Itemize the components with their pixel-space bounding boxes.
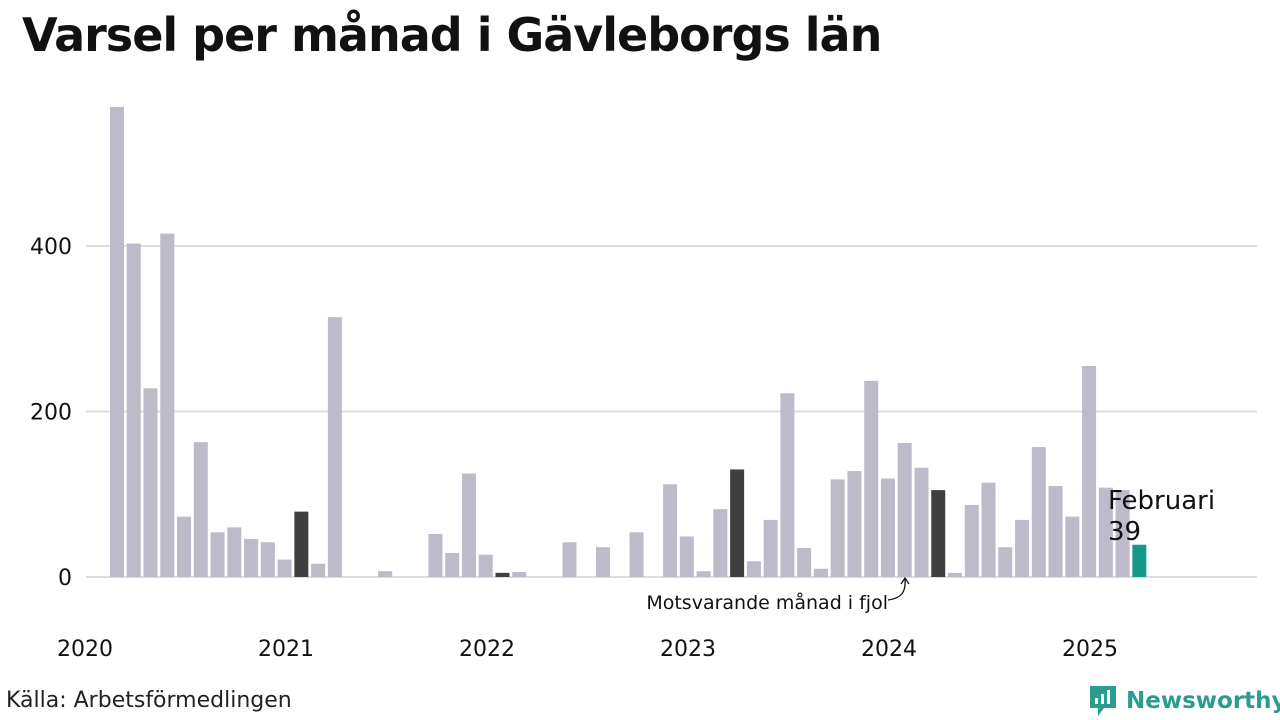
bar [193,442,208,577]
bar [746,561,761,577]
y-axis-labels: 0 200 400 [30,235,72,591]
brand-name: Newsworthy [1126,688,1280,714]
bar-comparison [495,572,510,577]
chart-title: Varsel per månad i Gävleborgs län [22,8,882,62]
bar [696,571,711,577]
x-tick-label: 2021 [258,637,314,662]
bar-comparison [294,511,309,577]
newsworthy-logo-icon [1090,686,1116,716]
bar [981,482,996,577]
bar [713,509,728,577]
bar [763,519,778,577]
bar [596,547,611,577]
bar [110,106,124,577]
source-note: Källa: Arbetsförmedlingen [6,688,292,713]
annotation-arrowhead [900,576,910,585]
bar [126,243,141,577]
bar [311,563,326,577]
bar [948,572,962,577]
bar [461,473,476,577]
bar [998,547,1013,577]
bars [110,106,1147,578]
x-tick-label: 2022 [459,637,515,662]
bar [1048,485,1063,578]
y-tick-label: 200 [30,401,72,426]
brand-logo: Newsworthy [1088,684,1280,718]
bar [864,380,879,577]
bar [277,559,292,577]
bar [1098,487,1113,577]
bar [679,536,694,577]
bar [830,479,845,577]
bar [1115,490,1130,577]
bar [797,548,812,577]
bar [143,388,158,577]
annotation-arrow [887,578,906,601]
bar-comparison [730,469,745,578]
bar-comparison [931,490,946,577]
bar [160,233,175,577]
bar [260,542,275,578]
current-month-label: Februari 39 [1108,486,1215,547]
x-axis-labels: 2020 2021 2022 2023 2024 2025 [57,637,1118,662]
bar [512,572,527,577]
bar [897,442,912,577]
bar [1015,519,1030,577]
bar [478,554,493,577]
comparison-annotation: Motsvarande månad i fjol [646,576,910,614]
x-tick-label: 2020 [57,637,113,662]
bar [629,532,644,578]
bar [964,505,979,577]
y-tick-label: 0 [58,566,72,591]
bar [227,527,242,577]
bar-current [1132,544,1147,577]
bar [1065,516,1080,577]
annotation-text: Motsvarande månad i fjol [646,591,888,614]
bar [880,478,895,577]
bar [1031,447,1046,577]
bar [378,571,393,577]
bar [177,516,192,577]
bar [1082,365,1097,577]
bar [210,532,225,578]
x-tick-label: 2025 [1062,637,1118,662]
bar [562,542,577,578]
bar [428,533,443,577]
x-tick-label: 2024 [861,637,917,662]
bar [244,538,259,577]
bar [914,467,929,577]
y-tick-label: 400 [30,235,72,260]
highlight-value: 39 [1108,517,1141,547]
bar [327,317,342,577]
bar [847,471,862,577]
bar [813,568,828,578]
highlight-month: Februari [1108,486,1215,516]
bar [780,393,795,577]
bar [663,484,678,577]
x-tick-label: 2023 [660,637,716,662]
bar [445,553,460,577]
